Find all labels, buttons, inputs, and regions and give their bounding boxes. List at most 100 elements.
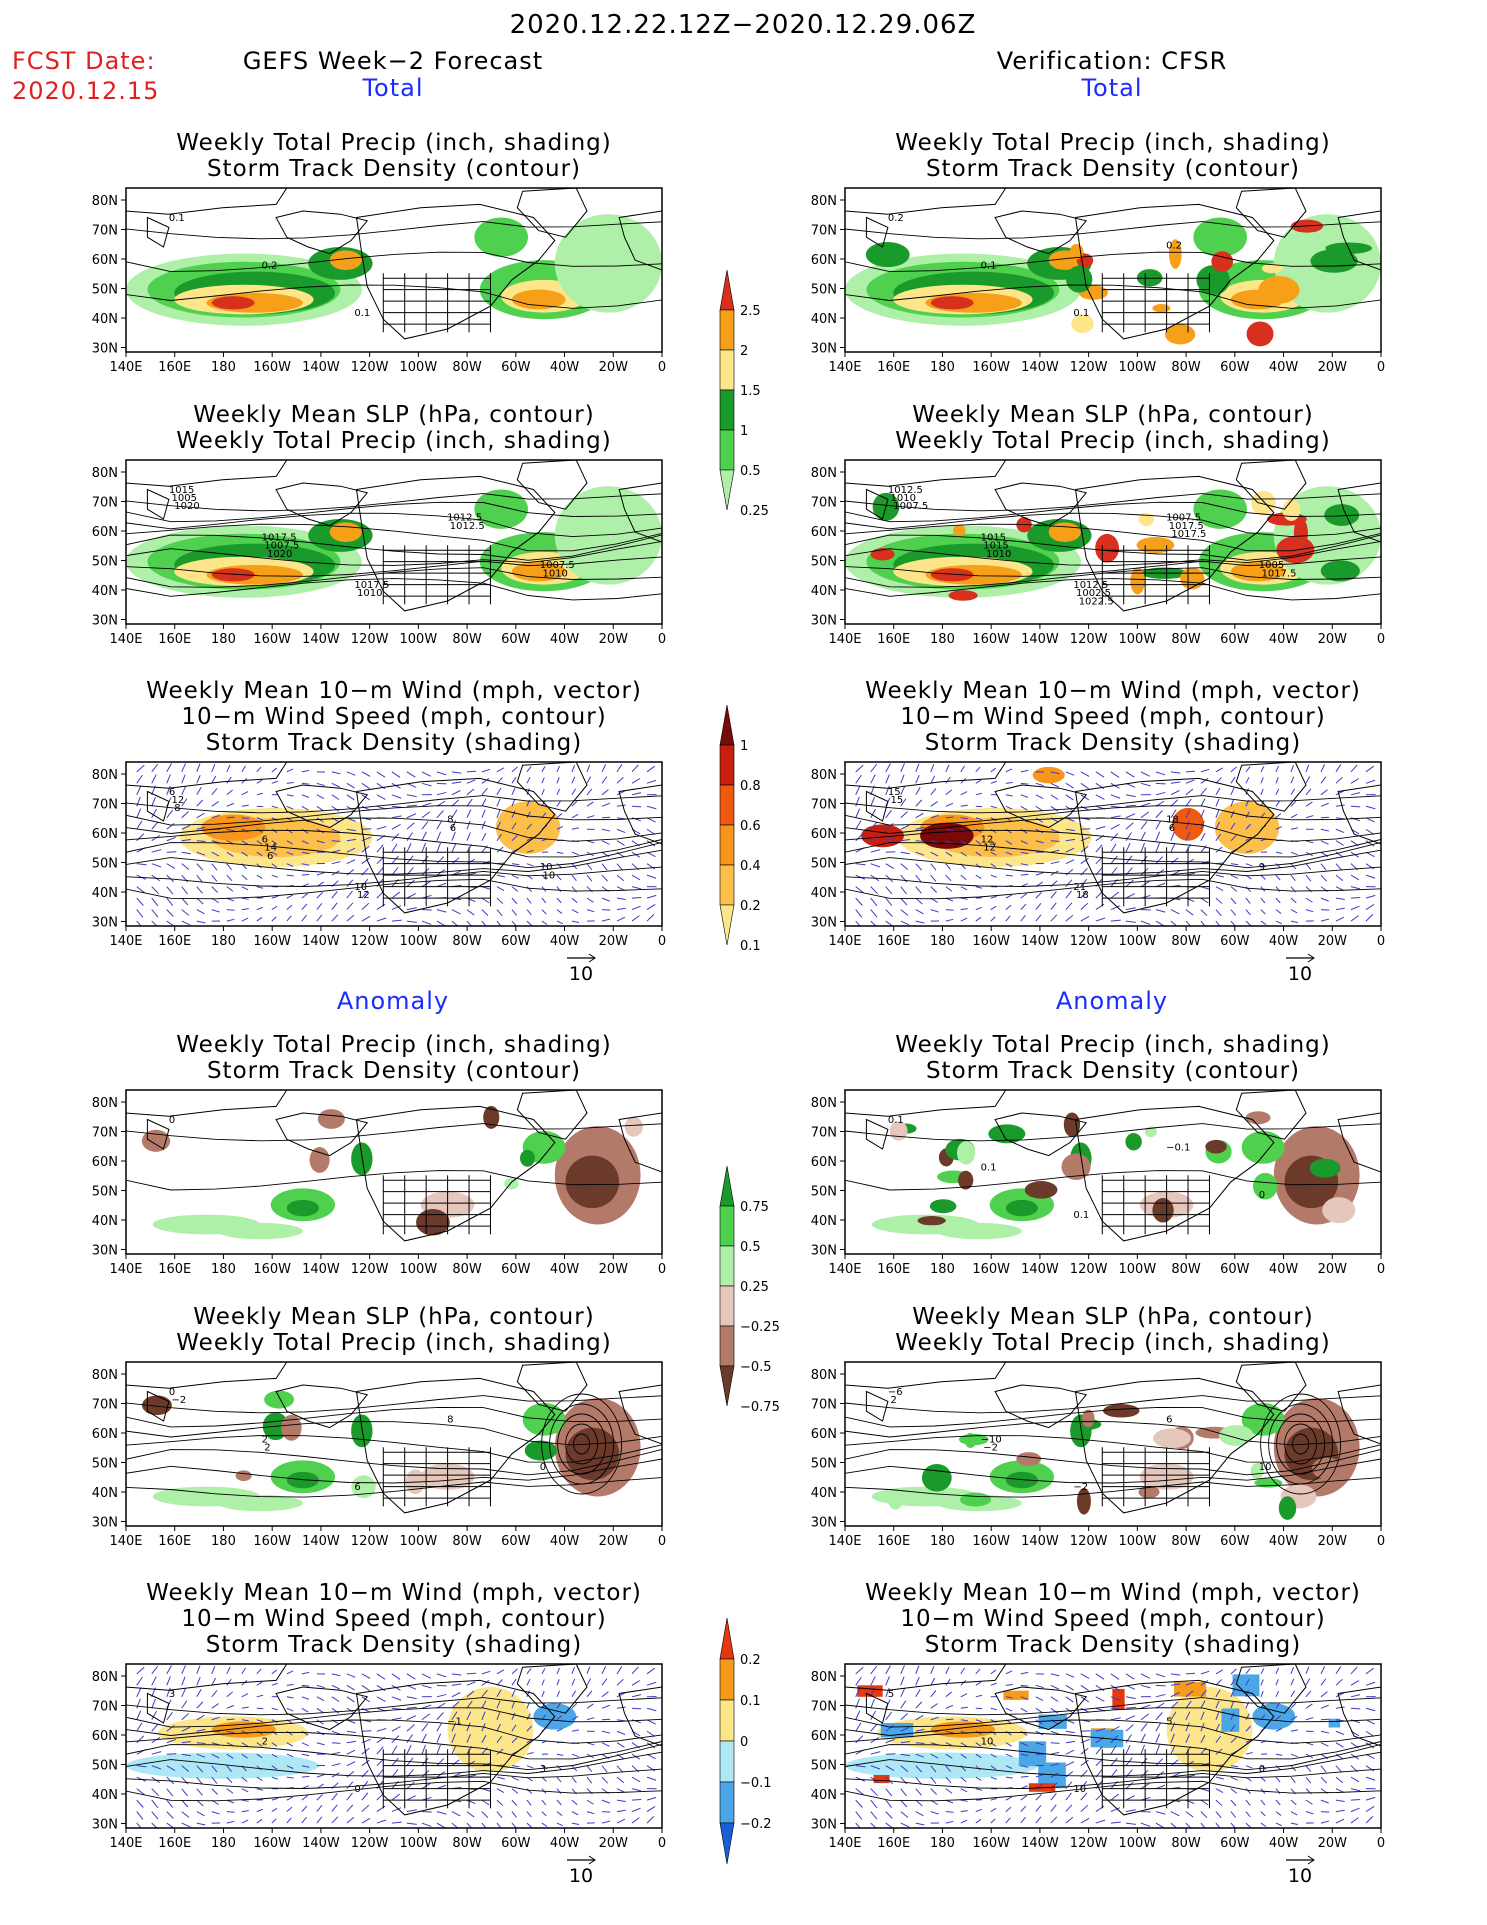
lon-label: 100W	[400, 360, 438, 375]
colorbar-label: 0.25	[740, 1280, 769, 1295]
lon-label: 180	[211, 934, 236, 949]
map-panel-verif-anom-precip-storm: 0.1 0.1 0.1 −0.1 0 80N 70N 60N 50N 40N 30N 140E 160E…	[811, 1089, 1385, 1277]
contour-label: 1017.5	[1261, 568, 1296, 579]
lon-label: 160W	[253, 632, 291, 647]
contour-label: 1015	[983, 541, 1008, 552]
contour-label: 2	[262, 1434, 268, 1445]
colorbar-label: 2	[740, 344, 748, 359]
map-panel-fcst-total-wind-storm: 66108101214126108680N70N60N50N40N30N140E…	[92, 761, 666, 985]
panel-title-right-5-line2: Weekly Total Precip (inch, shading)	[895, 1330, 1331, 1356]
contour-label: 12	[172, 795, 185, 806]
right-heading: Verification: CFSR	[996, 47, 1228, 75]
lat-label: 50N	[92, 857, 118, 872]
lon-label: 80W	[452, 1836, 482, 1851]
lon-label: 140W	[302, 1534, 340, 1549]
lat-label: 70N	[811, 496, 837, 511]
colorbar-label: 0.6	[740, 819, 761, 834]
lat-label: 60N	[92, 1729, 118, 1744]
lon-label: 120W	[351, 360, 389, 375]
lon-label: 160E	[877, 934, 910, 949]
colorbar-label: 1.5	[740, 384, 761, 399]
lat-label: 60N	[811, 1155, 837, 1170]
lon-label: 140E	[828, 360, 861, 375]
lat-label: 50N	[811, 555, 837, 570]
contour-label: 9	[1259, 862, 1265, 873]
lon-label: 0	[1377, 1836, 1385, 1851]
wind-vectors-verif-total-wind-storm	[855, 763, 1376, 926]
contour-label: −10	[981, 1434, 1002, 1445]
lat-label: 60N	[811, 1729, 837, 1744]
panel-title-left-6-line1: Weekly Mean 10−m Wind (mph, vector)	[146, 1580, 642, 1606]
panel-title-right-3-line2: 10−m Wind Speed (mph, contour)	[900, 704, 1326, 730]
colorbar-storm-total: 1 0.8 0.6 0.4 0.2 0.1	[719, 704, 761, 954]
lon-label: 80W	[1171, 360, 1201, 375]
lon-label: 160W	[253, 934, 291, 949]
map-panel-verif-total-precip-storm: 0.2 0.1 0.1 0.2 80N 70N 60N 50N 40N 30N 140E 160E 18…	[811, 187, 1385, 375]
lat-label: 30N	[92, 916, 118, 931]
lat-label: 70N	[811, 1700, 837, 1715]
lon-label: 80W	[1171, 632, 1201, 647]
colorbar-precip-total: 2.5 2 1.5 1 0.5 0.25	[719, 269, 769, 519]
contour-label: 6	[354, 1482, 360, 1493]
colorbar-label: 0.8	[740, 779, 761, 794]
lat-label: 50N	[811, 1457, 837, 1472]
lon-label: 40W	[1269, 360, 1299, 375]
lon-label: 0	[1377, 1262, 1385, 1277]
contour-label: 1017.5	[354, 580, 389, 591]
contour-label: 2	[262, 1736, 268, 1747]
colorbar-label: 0.1	[740, 939, 761, 954]
lat-label: 50N	[92, 555, 118, 570]
contour-label: 6	[1169, 823, 1175, 834]
lon-label: 140W	[302, 1262, 340, 1277]
lon-label: 160W	[253, 360, 291, 375]
lon-label: 160E	[158, 1534, 191, 1549]
lat-label: 60N	[92, 253, 118, 268]
lat-label: 40N	[811, 312, 837, 327]
lon-label: 0	[658, 632, 666, 647]
coastlines-verif-total-slp-precip	[845, 460, 1381, 612]
lon-label: 80W	[1171, 1262, 1201, 1277]
lon-label: 180	[930, 632, 955, 647]
map-panel-verif-anom-wind-storm: 5 10 10 5 0 80N 70N 60N 50N 40N 30N 140E 160E 180 160W…	[811, 1663, 1385, 1887]
lat-label: 40N	[92, 584, 118, 599]
lon-label: 0	[658, 934, 666, 949]
lat-label: 50N	[92, 1457, 118, 1472]
lat-label: 80N	[92, 194, 118, 209]
lon-label: 100W	[1119, 360, 1157, 375]
contours-fcst-anom-wind-storm	[126, 1697, 662, 1802]
lon-label: 140W	[1021, 1534, 1059, 1549]
lon-label: 60W	[1220, 934, 1250, 949]
contours-verif-total-wind-storm	[845, 795, 1381, 900]
lat-label: 80N	[92, 1670, 118, 1685]
lat-label: 30N	[92, 342, 118, 357]
panel-title-left-6-line2: 10−m Wind Speed (mph, contour)	[181, 1606, 607, 1632]
contour-label: 1010	[542, 568, 567, 579]
lon-label: 80W	[452, 360, 482, 375]
lon-label: 160E	[877, 1534, 910, 1549]
lon-label: 20W	[1318, 1262, 1348, 1277]
contour-label: 1015	[981, 532, 1006, 543]
lon-label: 0	[1377, 632, 1385, 647]
lat-label: 40N	[92, 1486, 118, 1501]
lat-label: 60N	[811, 1427, 837, 1442]
map-panel-fcst-anom-wind-storm: 3 2 0 −1 3 80N 70N 60N 50N 40N 30N 140E 160E 180 160W 1…	[92, 1663, 666, 1887]
colorbar-label: 2.5	[740, 304, 761, 319]
lon-label: 100W	[1119, 632, 1157, 647]
contour-label: 1010	[986, 549, 1011, 560]
lat-label: 60N	[811, 253, 837, 268]
panel-title-right-6-line3: Storm Track Density (shading)	[924, 1632, 1302, 1658]
contour-label: 1017.5	[262, 532, 297, 543]
contour-label: 15	[888, 787, 901, 798]
contour-label: −2	[172, 1395, 187, 1406]
contour-label: 0	[169, 1115, 175, 1126]
lon-label: 160E	[158, 934, 191, 949]
contour-label: −6	[888, 1387, 903, 1398]
panel-title-left-4-line1: Weekly Total Precip (inch, shading)	[176, 1032, 612, 1058]
panel-title-right-5-line1: Weekly Mean SLP (hPa, contour)	[912, 1304, 1314, 1330]
contour-label: −2	[983, 1443, 998, 1454]
lat-label: 70N	[92, 1700, 118, 1715]
contour-label: 8	[447, 815, 453, 826]
lat-label: 80N	[811, 1368, 837, 1383]
colorbar-label: 0.4	[740, 859, 761, 874]
